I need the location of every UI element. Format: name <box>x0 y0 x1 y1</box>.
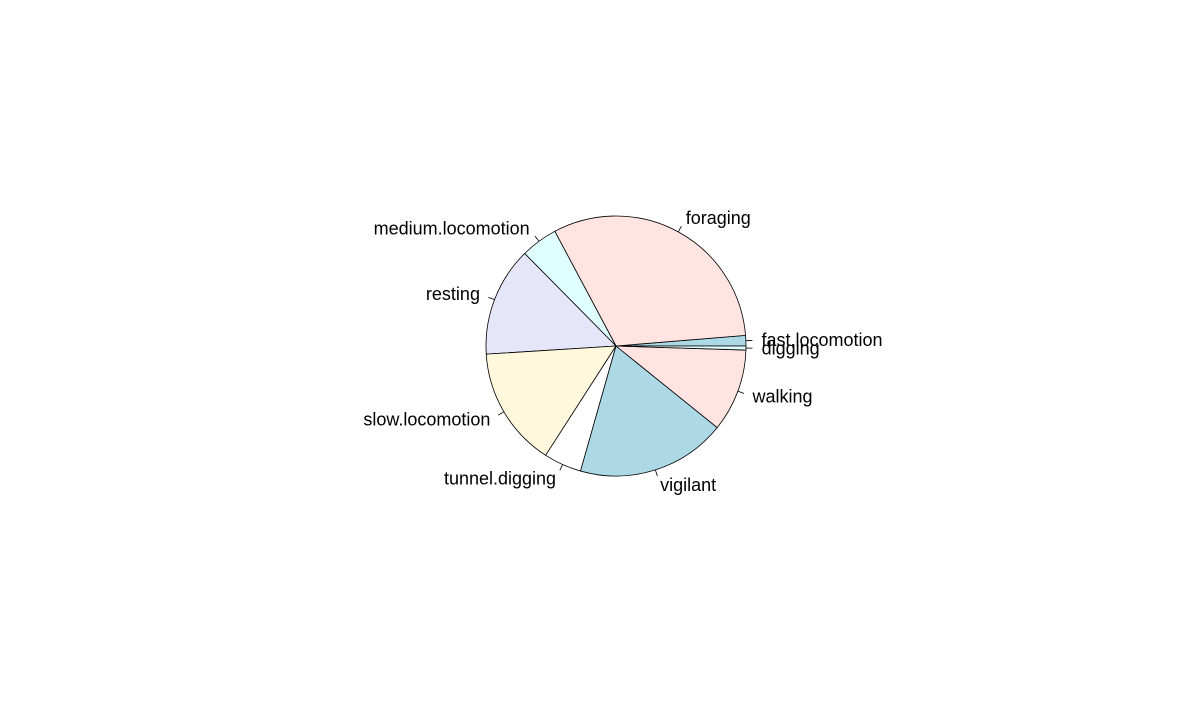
pie-label-resting: resting <box>426 284 480 304</box>
pie-tick-slow-locomotion <box>498 411 505 416</box>
pie-label-digging: digging <box>762 338 820 358</box>
pie-slices <box>485 215 747 477</box>
pie-label-vigilant: vigilant <box>660 475 716 495</box>
pie-label-slow-locomotion: slow.locomotion <box>363 410 490 430</box>
pie-tick-resting <box>488 296 495 301</box>
pie-tick-walking <box>737 390 745 394</box>
pie-label-medium-locomotion: medium.locomotion <box>374 219 530 239</box>
pie-label-foraging: foraging <box>686 208 751 228</box>
pie-slice-resting <box>485 252 617 355</box>
pie-labels: fast.locomotion foraging medium.locomotion… <box>363 208 882 495</box>
pie-label-fast-locomotion: fast.locomotion <box>761 330 882 350</box>
pie-tick-medium-locomotion <box>534 235 540 242</box>
pie-slice-slow-locomotion <box>485 345 617 456</box>
pie-tick-foraging <box>677 225 682 233</box>
pie-slice-walking <box>614 345 747 429</box>
pie-tick-tunnel-digging <box>559 464 563 471</box>
pie-label-walking: walking <box>752 387 813 407</box>
pie-label-ticks <box>488 225 753 477</box>
pie-tick-vigilant <box>655 469 658 477</box>
pie-label-tunnel-digging: tunnel.digging <box>444 469 556 489</box>
